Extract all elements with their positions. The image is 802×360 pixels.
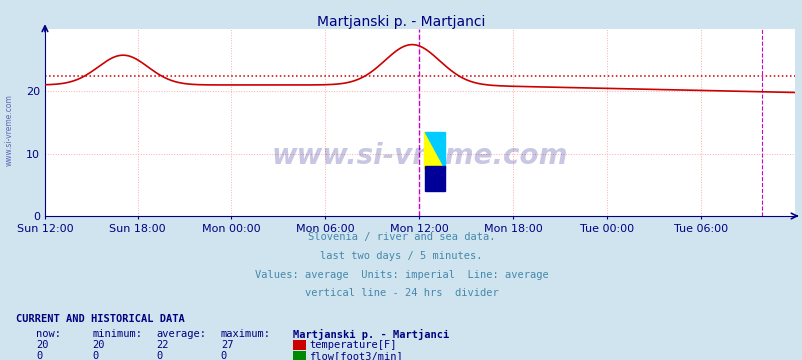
Polygon shape	[424, 132, 445, 169]
Text: maximum:: maximum:	[221, 329, 270, 339]
Text: minimum:: minimum:	[92, 329, 142, 339]
Text: 27: 27	[221, 340, 233, 350]
Text: average:: average:	[156, 329, 206, 339]
Text: 22: 22	[156, 340, 169, 350]
Text: 0: 0	[156, 351, 163, 360]
Text: Slovenia / river and sea data.: Slovenia / river and sea data.	[307, 232, 495, 242]
Text: 0: 0	[221, 351, 227, 360]
Text: www.si-vreme.com: www.si-vreme.com	[271, 142, 568, 170]
Text: Values: average  Units: imperial  Line: average: Values: average Units: imperial Line: av…	[254, 270, 548, 280]
Text: flow[foot3/min]: flow[foot3/min]	[309, 351, 403, 360]
Text: CURRENT AND HISTORICAL DATA: CURRENT AND HISTORICAL DATA	[16, 314, 184, 324]
Text: temperature[F]: temperature[F]	[309, 340, 396, 350]
Text: 0: 0	[92, 351, 99, 360]
Text: Martjanski p. - Martjanci: Martjanski p. - Martjanci	[293, 329, 449, 339]
Bar	[424, 166, 445, 191]
Text: now:: now:	[36, 329, 61, 339]
Text: www.si-vreme.com: www.si-vreme.com	[5, 94, 14, 166]
Text: 0: 0	[36, 351, 43, 360]
Text: vertical line - 24 hrs  divider: vertical line - 24 hrs divider	[304, 288, 498, 298]
Text: 20: 20	[36, 340, 49, 350]
Text: 20: 20	[92, 340, 105, 350]
Text: Martjanski p. - Martjanci: Martjanski p. - Martjanci	[317, 15, 485, 29]
Text: last two days / 5 minutes.: last two days / 5 minutes.	[320, 251, 482, 261]
Polygon shape	[424, 132, 445, 169]
